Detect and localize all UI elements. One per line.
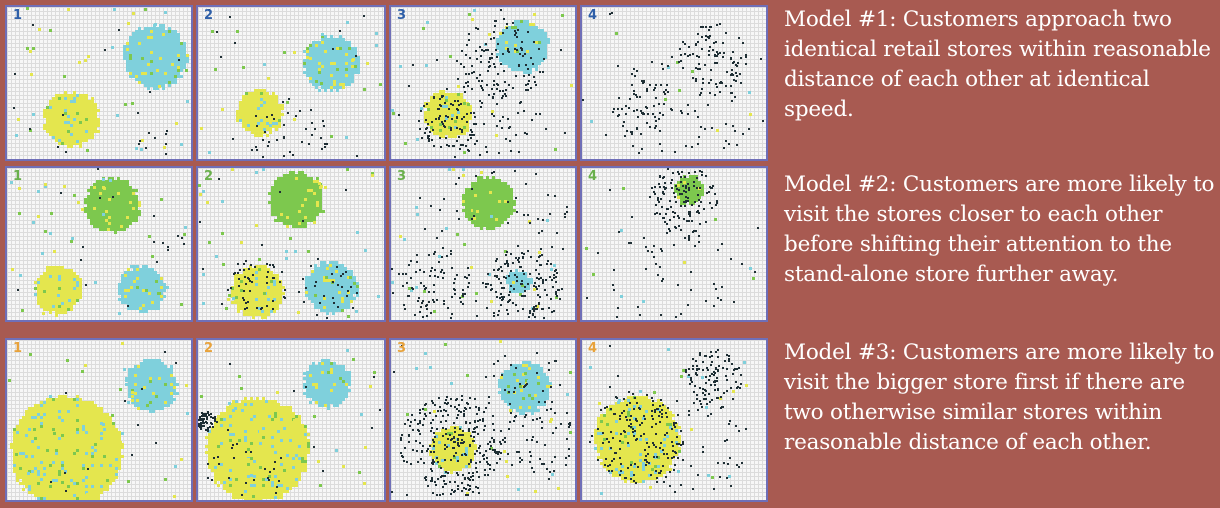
step-label: 4	[588, 341, 598, 356]
store-area	[268, 171, 325, 228]
customer-agents	[391, 345, 571, 496]
scattered-cells	[406, 340, 572, 495]
simulation-panel: 4	[580, 338, 768, 502]
store-area	[123, 24, 189, 90]
simulation-panel: 3	[389, 5, 577, 161]
simulation-panel: 2	[196, 338, 386, 502]
model-3-caption: Model #3: Customers are more likely to v…	[784, 340, 1215, 455]
customer-agents	[50, 351, 177, 492]
model-1-caption: Model #1: Customers approach two identic…	[784, 7, 1211, 122]
customer-agents	[589, 345, 747, 493]
agent-grid	[198, 168, 380, 319]
simulation-panel: 2	[196, 166, 386, 322]
model-2-caption: Model #2: Customers are more likely to v…	[784, 172, 1215, 287]
simulation-panel: 1	[5, 166, 193, 322]
step-label: 4	[588, 8, 598, 23]
store-area	[496, 20, 550, 74]
agent-grid	[589, 345, 748, 495]
customer-agents	[199, 178, 358, 319]
store-area	[429, 426, 477, 474]
simulation-panel: 3	[389, 338, 577, 502]
scattered-cells	[200, 21, 382, 154]
customer-agents	[398, 9, 566, 158]
scattered-cells	[15, 7, 189, 152]
step-label: 1	[13, 169, 23, 184]
store-area	[303, 359, 351, 410]
scattered-cells	[8, 342, 189, 498]
simulation-panel: 4	[580, 5, 768, 161]
store-area	[462, 176, 516, 230]
store-area	[303, 35, 360, 92]
agent-grid	[391, 340, 572, 496]
customer-agents	[13, 24, 180, 155]
simulation-panel: 3	[389, 166, 577, 322]
step-label: 2	[204, 169, 214, 184]
agent-grid	[13, 7, 189, 155]
customer-agents	[208, 9, 365, 158]
store-area	[10, 395, 124, 500]
scattered-cells	[10, 178, 187, 315]
store-area	[424, 90, 472, 138]
step-label: 4	[588, 169, 598, 184]
agent-grid	[10, 168, 187, 317]
agent-grid	[200, 9, 382, 158]
store-area	[43, 91, 100, 148]
model-2-row: 1 2 3 4	[0, 166, 770, 322]
agent-grid	[8, 342, 189, 500]
simulation-panel: 4	[580, 166, 768, 322]
store-area	[594, 396, 681, 483]
scattered-cells	[585, 187, 755, 303]
agent-grid	[391, 168, 568, 319]
scattered-cells	[589, 348, 748, 495]
customer-agents	[198, 363, 381, 496]
store-area	[231, 265, 285, 319]
agent-grid	[198, 349, 381, 500]
scattered-cells	[590, 32, 752, 132]
step-label: 3	[397, 341, 407, 356]
store-area	[205, 397, 310, 500]
model-3-row: 1 2 3 4	[0, 338, 770, 502]
step-label: 3	[397, 169, 407, 184]
agent-grid	[391, 9, 573, 158]
simulation-panel: 1	[5, 338, 193, 502]
customer-agents	[17, 168, 185, 307]
scattered-cells	[198, 168, 380, 318]
scattered-cells	[200, 349, 376, 498]
step-label: 1	[13, 341, 23, 356]
simulation-panel: 2	[196, 5, 386, 161]
store-area	[506, 269, 533, 293]
agent-grid	[582, 12, 764, 154]
store-area	[34, 266, 82, 317]
customer-agents	[586, 168, 759, 318]
step-label: 2	[204, 8, 214, 23]
model-1-row: 1 2 3 4	[0, 5, 770, 161]
scattered-cells	[391, 9, 573, 154]
customer-agents	[391, 170, 568, 319]
agent-grid	[585, 168, 759, 318]
store-area	[236, 89, 284, 137]
store-area	[674, 175, 704, 205]
customer-agents	[582, 12, 764, 154]
store-area	[84, 177, 141, 234]
step-label: 2	[204, 341, 214, 356]
store-area	[118, 265, 169, 313]
step-label: 1	[13, 8, 23, 23]
store-area	[125, 359, 179, 413]
step-label: 3	[397, 8, 407, 23]
simulation-panel: 1	[5, 5, 193, 161]
